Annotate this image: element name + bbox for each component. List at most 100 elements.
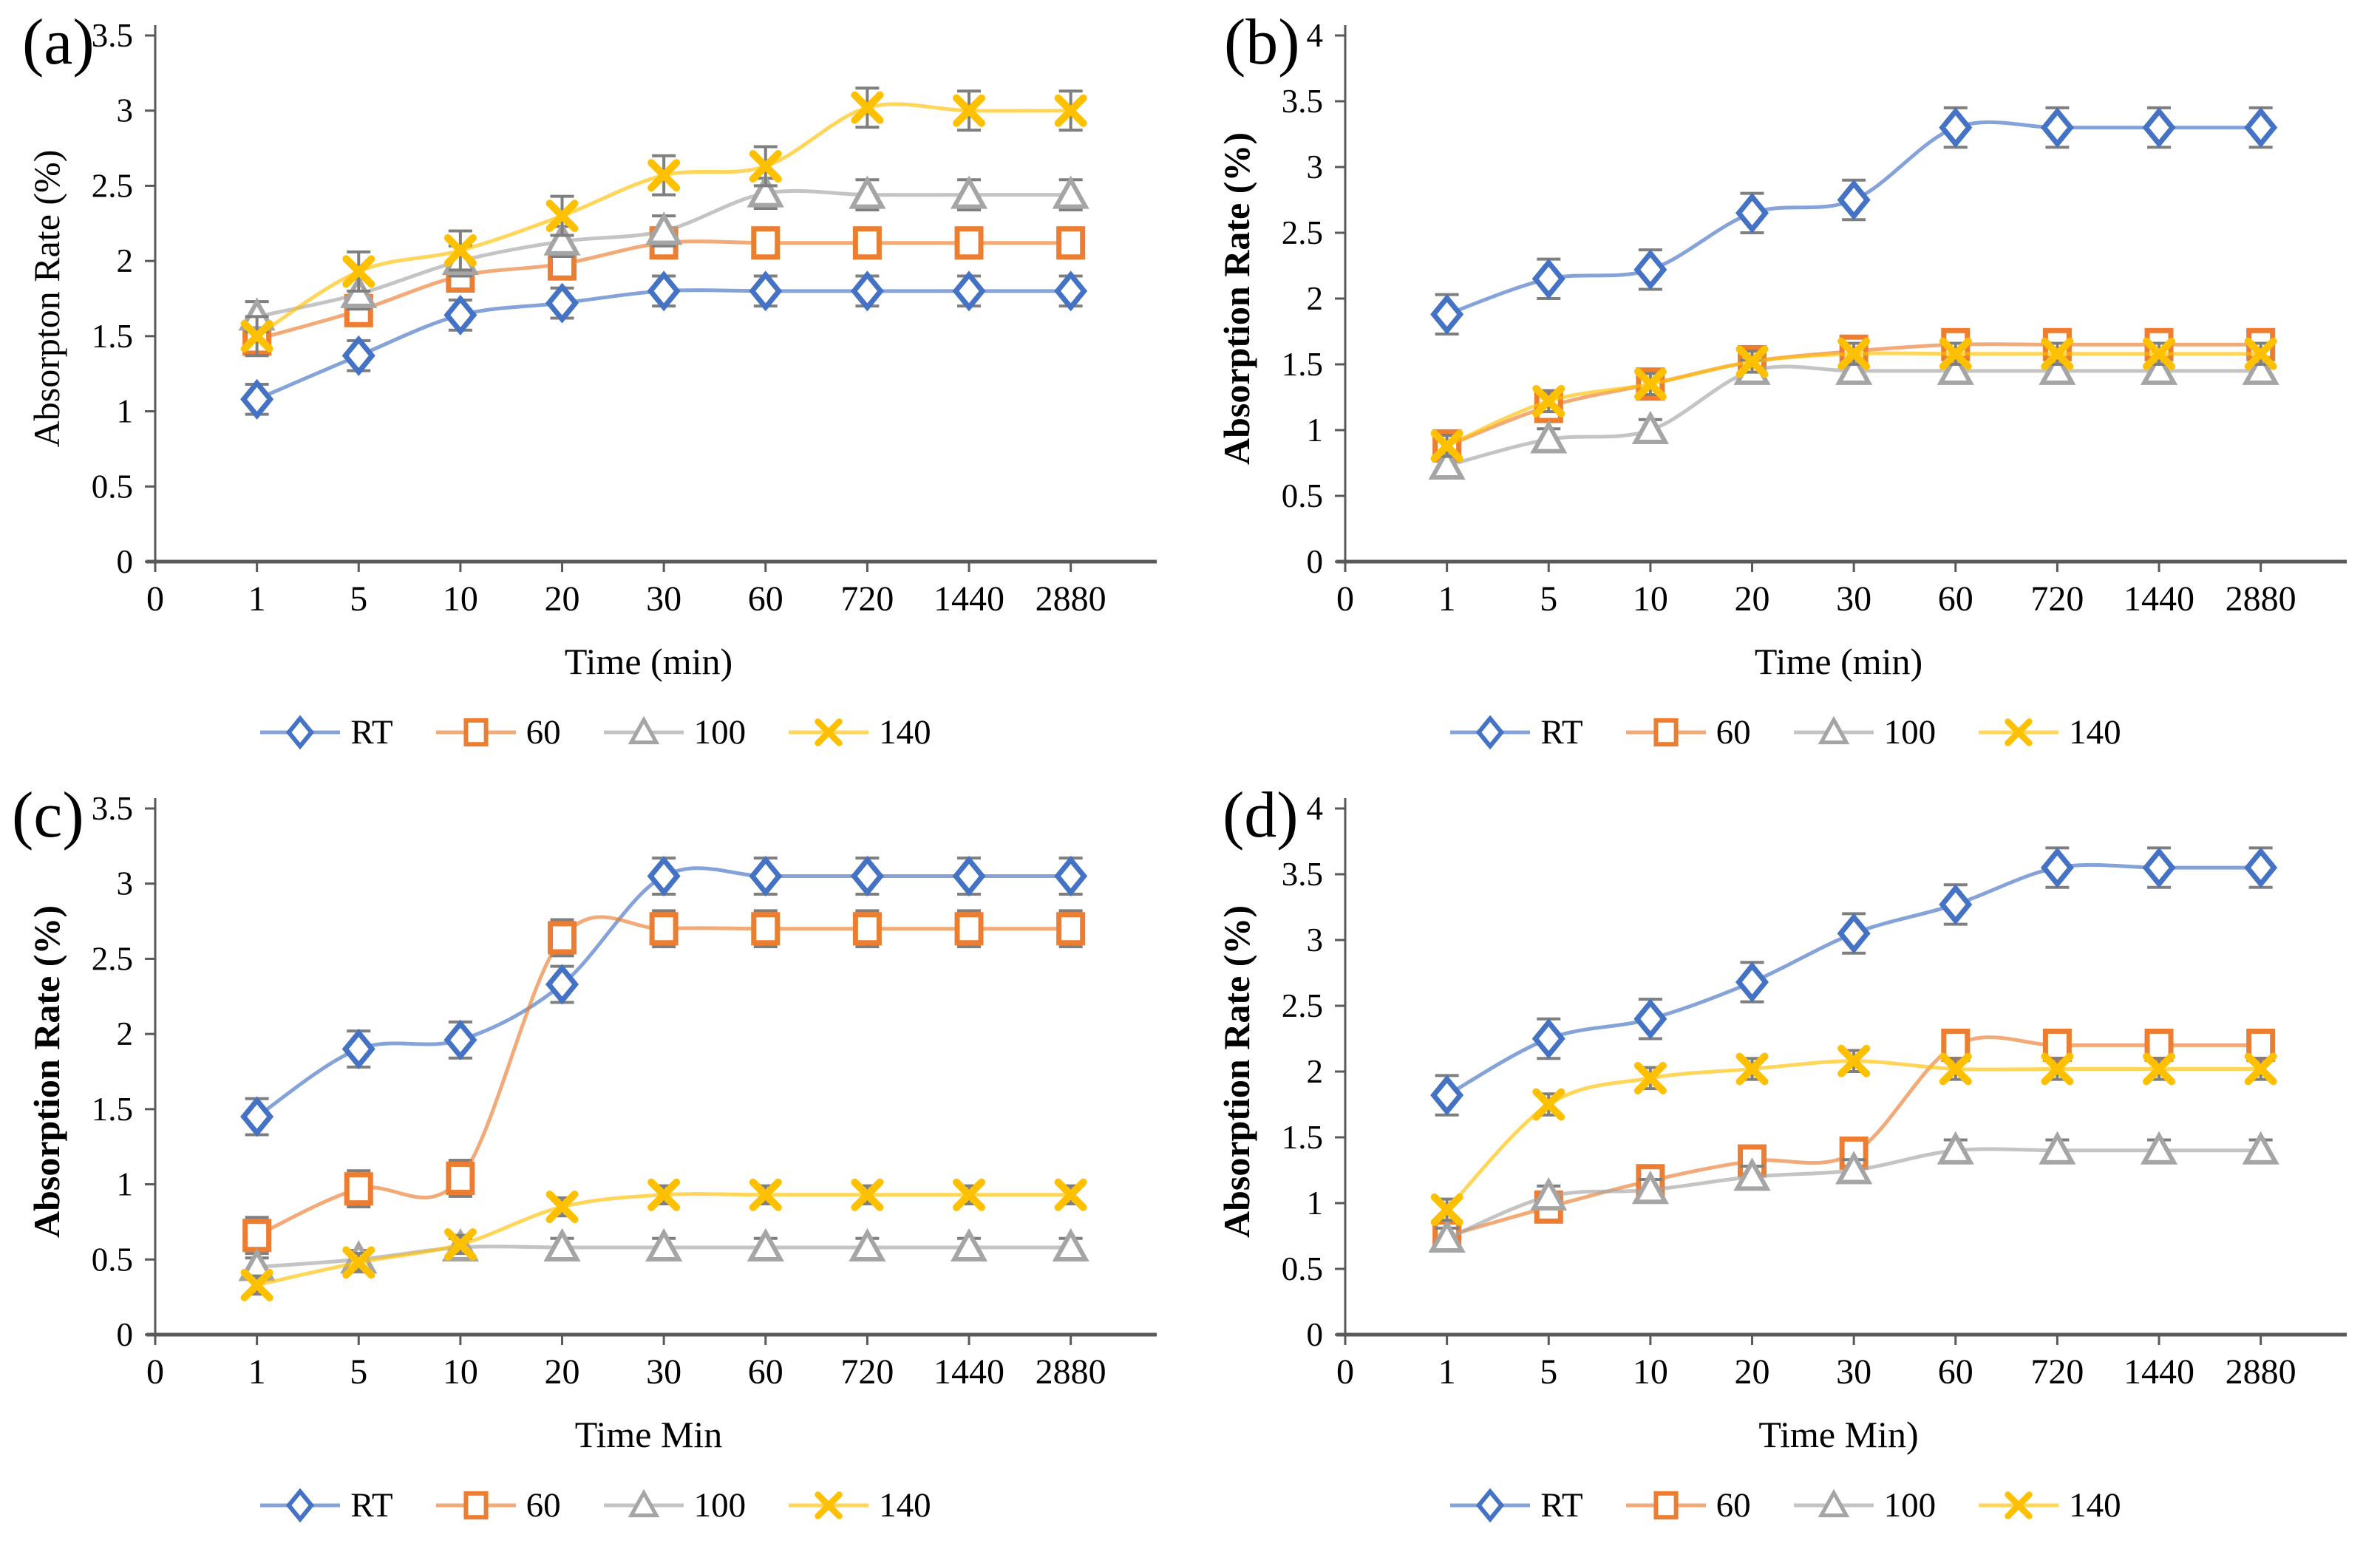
x-tick-label: 0 <box>146 579 164 619</box>
data-point-marker <box>1837 179 1871 221</box>
legend-item-RT: RT <box>1449 1485 1583 1525</box>
legend-item-100: 100 <box>602 712 747 752</box>
data-point-marker <box>2242 1131 2279 1165</box>
data-point-marker <box>647 270 681 312</box>
panel-letter-b: (b) <box>1224 7 1300 78</box>
x-tick-label: 30 <box>646 1352 681 1392</box>
data-point-marker <box>849 175 886 209</box>
series-140-markers <box>240 1178 1087 1301</box>
data-point-marker <box>849 1227 886 1262</box>
legend-diamond-icon <box>260 1488 341 1522</box>
y-tick-label: 1 <box>1307 412 1324 449</box>
x-tick-label: 0 <box>1336 579 1354 619</box>
y-tick-label: 0.5 <box>92 1241 133 1278</box>
data-point-marker <box>751 226 781 260</box>
chart-b: 0 0.5 1 1.5 2 2.5 3 3.5 4 0 1 5 10 20 30 60 720 1440 2880 T… <box>1216 17 2347 682</box>
data-point-marker <box>1837 913 1871 954</box>
data-point-marker <box>1939 107 1973 149</box>
y-tick-label: 2 <box>117 1015 134 1052</box>
legend-x-icon <box>1979 718 2059 746</box>
data-point-marker <box>545 964 579 1005</box>
panel-letter-a: (a) <box>22 7 95 78</box>
x-tick-label: 720 <box>2030 579 2084 619</box>
legend-item-100: 100 <box>1792 1485 1936 1525</box>
data-point-marker <box>1532 1088 1565 1121</box>
legend-x-icon <box>789 718 869 746</box>
legend-diamond-icon <box>1450 1488 1531 1522</box>
data-point-marker <box>852 912 882 946</box>
y-axis-title: Absorption Rate (%) <box>26 905 67 1238</box>
x-tick-label: 2880 <box>1036 579 1106 619</box>
y-tick-label: 0 <box>117 1316 134 1353</box>
data-point-marker <box>954 912 984 946</box>
axes: 0 0.5 1 1.5 2 2.5 3 3.5 4 0 1 5 10 20 30 60 720 1440 2880 <box>1282 17 2347 619</box>
legend-label: 140 <box>2069 713 2121 752</box>
data-point-marker <box>341 1028 375 1070</box>
panel-c: 0 0.5 1 1.5 2 2.5 3 3.5 0 1 5 10 20 30 60 720 1440 2880 Ti… <box>0 773 1190 1546</box>
data-point-marker <box>645 211 683 245</box>
data-point-marker <box>647 1178 681 1211</box>
data-point-marker <box>954 226 984 260</box>
x-tick-label: 60 <box>1938 579 1973 619</box>
data-point-marker <box>2143 1052 2176 1086</box>
data-point-marker <box>2005 718 2033 746</box>
data-point-marker <box>242 1219 272 1253</box>
legend-label: 100 <box>1883 713 1937 752</box>
data-point-marker <box>647 159 681 192</box>
data-point-marker <box>342 1246 375 1279</box>
data-point-marker <box>1430 293 1464 335</box>
x-tick-label: 5 <box>350 579 367 619</box>
data-point-marker <box>649 912 679 946</box>
legend-label: 100 <box>693 713 747 752</box>
series-RT-line <box>256 866 1071 1119</box>
legend-label: RT <box>350 713 393 752</box>
data-point-marker <box>1052 175 1089 209</box>
data-point-marker <box>340 274 378 308</box>
data-point-marker <box>1835 1151 1873 1185</box>
data-point-marker <box>2039 351 2076 385</box>
data-point-marker <box>2242 351 2279 385</box>
x-tick-label: 20 <box>1735 579 1770 619</box>
data-point-marker <box>1633 1061 1667 1094</box>
y-tick-label: 3.5 <box>1282 856 1323 893</box>
data-point-marker <box>851 1178 884 1211</box>
data-point-marker <box>953 94 986 127</box>
data-point-marker <box>1735 192 1769 234</box>
data-point-marker <box>286 1488 315 1522</box>
data-point-marker <box>1818 1488 1849 1518</box>
legend-x-icon <box>789 1491 869 1519</box>
y-tick-label: 1 <box>1307 1185 1324 1222</box>
data-point-marker <box>1735 345 1769 378</box>
series-140-line <box>1445 1059 2261 1211</box>
data-point-marker <box>443 1227 477 1261</box>
y-tick-label: 2 <box>1307 1053 1324 1090</box>
panel-letter-c: (c) <box>12 780 84 851</box>
data-point-marker <box>1530 420 1568 454</box>
data-point-marker <box>1476 715 1505 749</box>
x-tick-label: 10 <box>443 1352 478 1392</box>
data-point-marker <box>749 270 783 312</box>
y-tick-label: 3.5 <box>1282 83 1323 120</box>
x-tick-label: 720 <box>2030 1352 2084 1392</box>
series-RT-markers <box>1430 847 2278 1116</box>
data-point-marker <box>1530 1176 1568 1211</box>
data-point-marker <box>1054 1178 1087 1211</box>
legend-triangle-icon <box>603 1488 684 1518</box>
data-point-marker <box>240 319 273 353</box>
series-100-markers <box>1428 1131 2279 1253</box>
series-140 <box>240 1178 1087 1301</box>
series-RT <box>1430 846 2278 1117</box>
x-tick-label: 2880 <box>2226 579 2296 619</box>
series-RT <box>240 856 1088 1137</box>
data-point-marker <box>240 378 274 420</box>
data-point-marker <box>1733 1157 1771 1191</box>
data-point-marker <box>749 856 783 897</box>
y-tick-label: 3 <box>1307 922 1324 958</box>
legend-item-100: 100 <box>602 1485 746 1525</box>
data-point-marker <box>2144 1028 2174 1062</box>
legend-diamond-icon <box>260 715 341 749</box>
axes: 0 0.5 1 1.5 2 2.5 3 3.5 4 0 1 5 10 20 30 60 720 1440 2880 <box>1282 790 2347 1392</box>
x-tick-label: 1440 <box>934 579 1004 619</box>
data-point-marker <box>645 1227 683 1262</box>
legend-item-140: 140 <box>1977 1485 2121 1525</box>
